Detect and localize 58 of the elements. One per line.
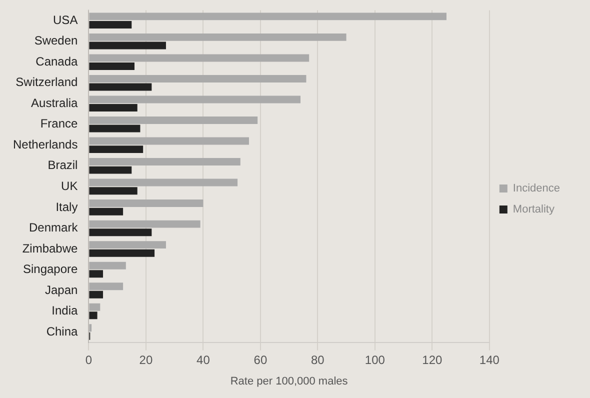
bar xyxy=(89,290,104,298)
bar xyxy=(89,228,152,236)
y-tick-label: Brazil xyxy=(48,158,78,172)
y-tick-label: India xyxy=(52,304,78,318)
bar xyxy=(89,178,238,186)
bar xyxy=(89,303,100,311)
bar xyxy=(89,220,200,228)
legend-label: Incidence xyxy=(512,182,560,195)
bar xyxy=(89,54,310,62)
bar xyxy=(89,104,138,112)
x-tick-label: 120 xyxy=(422,352,442,367)
bar xyxy=(89,241,166,249)
bar xyxy=(89,62,134,70)
y-tick-label: Japan xyxy=(45,282,78,297)
bar xyxy=(89,74,306,82)
bar xyxy=(89,312,98,320)
legend-label: Mortality xyxy=(512,204,555,216)
y-tick-label: Switzerland xyxy=(16,75,78,90)
bar xyxy=(89,270,104,278)
x-tick-label: 100 xyxy=(364,352,386,367)
y-tick-label: Sweden xyxy=(34,34,78,48)
bar xyxy=(89,324,92,332)
bar xyxy=(89,124,140,132)
bar xyxy=(89,137,249,145)
bar xyxy=(89,166,132,174)
y-tick-label: Canada xyxy=(36,54,78,68)
y-tick-label: France xyxy=(40,116,78,131)
bar xyxy=(89,12,446,20)
x-tick-label: 80 xyxy=(311,352,325,367)
bar xyxy=(89,282,124,290)
bar xyxy=(89,249,155,257)
bar xyxy=(89,33,346,41)
y-tick-label: Italy xyxy=(56,200,78,214)
bar xyxy=(89,83,152,91)
y-tick-label: USA xyxy=(53,12,78,27)
bar xyxy=(89,200,204,208)
x-tick-label: 140 xyxy=(479,352,500,367)
y-tick-label: Netherlands xyxy=(12,137,78,152)
bar xyxy=(89,146,144,154)
bar xyxy=(89,158,240,166)
y-tick-label: Singapore xyxy=(22,262,78,276)
x-axis-title: Rate per 100,000 males xyxy=(230,375,348,388)
bar xyxy=(89,42,166,50)
bar xyxy=(89,208,124,216)
y-tick-label: Zimbabwe xyxy=(22,241,78,256)
x-tick-label: 60 xyxy=(254,352,268,367)
x-tick-label: 40 xyxy=(196,352,210,367)
bar xyxy=(89,20,132,28)
y-tick-label: Denmark xyxy=(29,220,79,235)
bar xyxy=(89,187,138,195)
y-tick-label: China xyxy=(46,324,78,338)
y-tick-label: UK xyxy=(61,178,78,193)
bar xyxy=(89,116,258,124)
x-tick-label: 20 xyxy=(139,352,153,367)
bar xyxy=(89,96,301,104)
bar xyxy=(89,262,126,270)
x-tick-label: 0 xyxy=(85,352,92,367)
y-tick-label: Australia xyxy=(31,96,78,110)
